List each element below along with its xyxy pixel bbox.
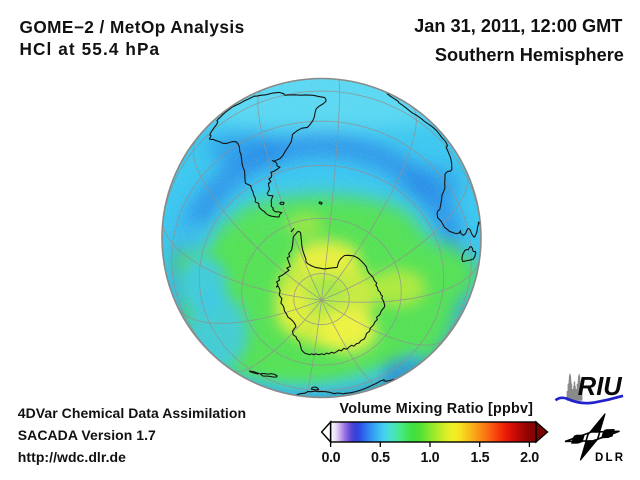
- svg-text:DLR: DLR: [595, 452, 625, 464]
- svg-text:RIU: RIU: [578, 373, 623, 401]
